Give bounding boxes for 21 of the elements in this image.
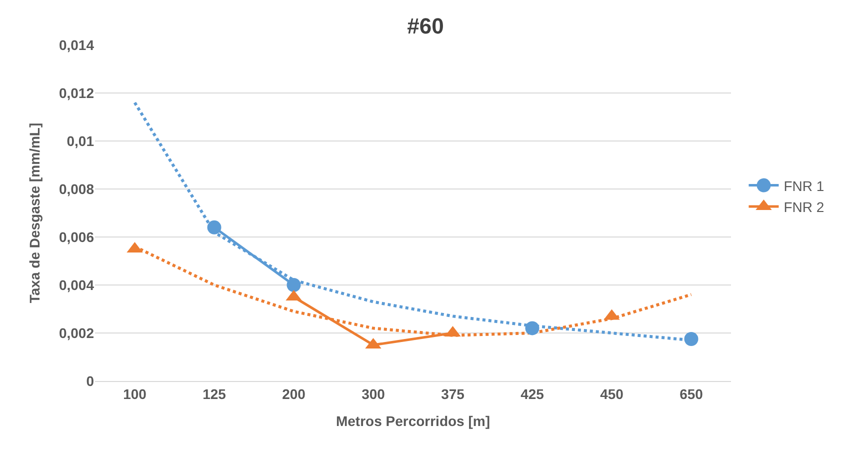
- y-tick-label: 0,012: [58, 84, 94, 101]
- x-tick-label: 450: [600, 386, 624, 402]
- y-axis-title: Taxa de Desgaste [mm/mL]: [26, 122, 43, 304]
- y-tick-label: 0: [86, 372, 94, 389]
- y-tick-label: 0,004: [58, 276, 94, 293]
- y-tick-label: 0,01: [66, 132, 94, 149]
- y-tick-label: 0,002: [58, 324, 94, 341]
- y-tick-label: 0,014: [58, 36, 94, 53]
- legend-label: FNR 1: [784, 178, 824, 194]
- x-tick-label: 375: [441, 386, 465, 402]
- x-tick-label: 300: [362, 386, 386, 402]
- y-tick-label: 0,008: [58, 180, 94, 197]
- x-tick-label: 125: [202, 386, 226, 402]
- legend-label: FNR 2: [784, 198, 824, 215]
- x-axis-title: Metros Percorridos [m]: [336, 413, 490, 430]
- x-tick-label: 650: [680, 386, 704, 402]
- x-tick-label: 200: [282, 386, 306, 402]
- x-tick-label: 100: [123, 386, 147, 402]
- y-tick-label: 0,006: [58, 228, 94, 245]
- x-tick-label: 425: [520, 386, 544, 402]
- chart-title: #60: [407, 13, 444, 38]
